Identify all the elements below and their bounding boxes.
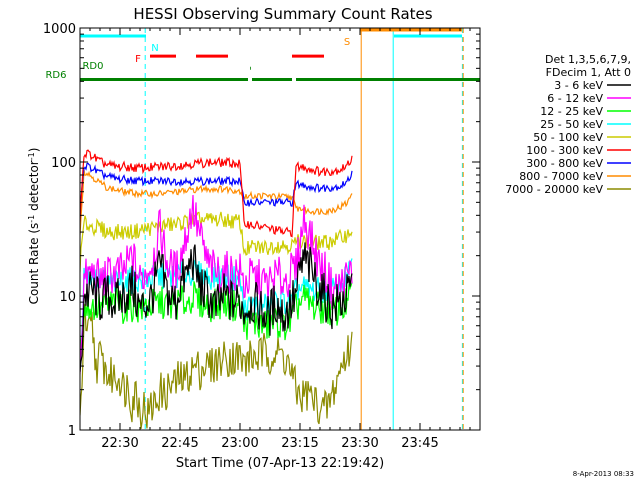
- chart-title: HESSI Observing Summary Count Rates: [133, 5, 432, 23]
- flag-label-n: N: [151, 43, 158, 54]
- vertical-marker-lines: [144, 28, 464, 430]
- series-line-100-300-kev: [80, 149, 353, 238]
- flag-label-rd0: RD0: [82, 61, 103, 72]
- y-axis-ticks: 1 10 100 1000: [43, 22, 480, 439]
- legend-label-300-800-kev: 300 - 800 keV: [526, 157, 603, 170]
- x-tick-label-23:45: 23:45: [401, 436, 438, 451]
- series-line-3-6-kev: [80, 242, 353, 373]
- footer-date: 8-Apr-2013 08:33: [573, 470, 634, 478]
- status-flags: RD6 RD0 NF S: [45, 28, 480, 81]
- series-line-25-50-kev: [80, 258, 353, 355]
- legend-label-3-6-kev: 3 - 6 keV: [554, 79, 603, 92]
- flag-label-rd6: RD6: [45, 70, 66, 81]
- x-tick-label-23:30: 23:30: [341, 436, 378, 451]
- y-tick-label-10: 10: [59, 290, 76, 305]
- x-axis-label: Start Time (07-Apr-13 22:19:42): [176, 456, 384, 471]
- legend-label-25-50-kev: 25 - 50 keV: [540, 118, 603, 131]
- legend-label-6-12-kev: 6 - 12 keV: [547, 92, 603, 105]
- y-axis-label: Count Rate (s-1 detector-1): [27, 148, 41, 305]
- legend-label-7000-20000-kev: 7000 - 20000 keV: [505, 183, 603, 196]
- legend: Det 1,3,5,6,7,9,FDecim 1, Att 03 - 6 keV…: [505, 53, 631, 196]
- x-tick-label-23:00: 23:00: [221, 436, 258, 451]
- y-tick-label-1: 1: [68, 424, 76, 439]
- legend-label-100-300-kev: 100 - 300 keV: [526, 144, 603, 157]
- y-tick-label-1000: 1000: [43, 22, 76, 37]
- legend-header-line-2: FDecim 1, Att 0: [546, 66, 631, 79]
- flag-label-s: S: [344, 37, 350, 48]
- flag-label-f: F: [135, 54, 141, 65]
- series-line-800-7000-kev: [80, 169, 353, 235]
- legend-label-12-25-kev: 12 - 25 keV: [540, 105, 603, 118]
- legend-header-line-1: Det 1,3,5,6,7,9,: [545, 53, 631, 66]
- series-line-6-12-kev: [80, 194, 353, 375]
- y-tick-label-100: 100: [51, 156, 76, 171]
- x-axis-ticks: 22:30 22:45 23:00 23:15 23:30 23:45: [79, 28, 481, 451]
- legend-label-50-100-kev: 50 - 100 keV: [533, 131, 603, 144]
- series-line-300-800-kev: [80, 162, 353, 215]
- data-series: [80, 149, 353, 429]
- x-tick-label-22:45: 22:45: [161, 436, 198, 451]
- series-line-7000-20000-kev: [80, 304, 353, 429]
- legend-label-800-7000-kev: 800 - 7000 keV: [519, 170, 603, 183]
- x-tick-label-22:30: 22:30: [101, 436, 138, 451]
- x-tick-label-23:15: 23:15: [281, 436, 318, 451]
